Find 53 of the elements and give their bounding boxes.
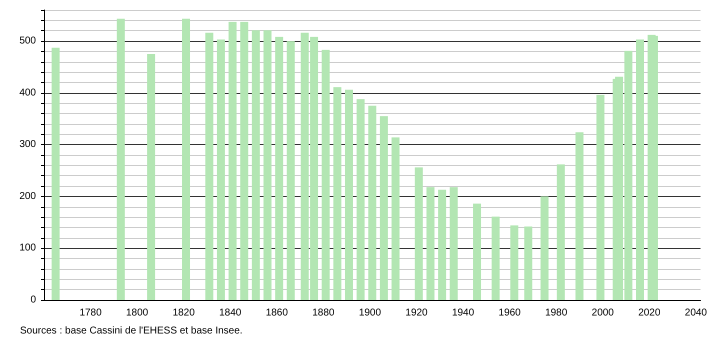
bar (575, 132, 584, 300)
bar (414, 167, 423, 300)
y-tick-label: 500 (19, 36, 36, 47)
bar (636, 40, 644, 300)
bar (368, 106, 376, 300)
bar (344, 90, 353, 300)
x-tick-label: 1860 (266, 308, 288, 318)
bar (524, 226, 532, 300)
bar (392, 137, 400, 300)
x-tick-label: 1940 (452, 308, 475, 318)
x-tick-label: 1840 (219, 308, 242, 318)
bar (322, 50, 330, 300)
x-tick-label: 1780 (79, 308, 102, 318)
bar (510, 225, 518, 300)
bar (596, 94, 604, 300)
bar (333, 87, 342, 300)
bar (275, 36, 284, 300)
x-tick-label: 2040 (684, 308, 708, 318)
y-tick-label: 0 (30, 294, 36, 306)
bar (216, 40, 225, 300)
bar (286, 41, 295, 300)
x-tick-label: 1880 (312, 308, 335, 318)
y-tick-label: 200 (19, 190, 36, 202)
bar (52, 48, 60, 300)
bar (147, 54, 156, 300)
bar (240, 22, 248, 300)
x-tick-label: 2020 (638, 308, 661, 318)
bar (426, 187, 434, 300)
bar (492, 216, 500, 300)
bar (264, 30, 272, 300)
y-tick-label: 400 (19, 87, 36, 98)
x-tick-label: 2000 (592, 308, 614, 318)
x-tick-label: 1920 (405, 308, 428, 318)
source-note: Sources : base Cassini de l'EHESS et base Insee. (20, 326, 243, 336)
y-tick-label: 300 (19, 139, 36, 150)
x-tick-label: 1980 (545, 308, 568, 318)
bar (356, 99, 365, 300)
bar (438, 190, 446, 300)
bar (450, 187, 458, 300)
bar (473, 204, 482, 300)
x-tick-label: 1960 (498, 308, 522, 318)
bar (380, 116, 388, 300)
x-tick-label: 1900 (358, 308, 382, 318)
y-tick-label: 100 (19, 242, 36, 254)
bar (116, 18, 125, 300)
bar (205, 32, 214, 300)
bar (540, 196, 549, 300)
bar (556, 164, 565, 300)
bar (252, 30, 260, 300)
x-tick-label: 1800 (126, 308, 149, 318)
bar (182, 18, 190, 300)
x-tick-label: 1820 (172, 308, 196, 318)
bar (228, 22, 237, 300)
